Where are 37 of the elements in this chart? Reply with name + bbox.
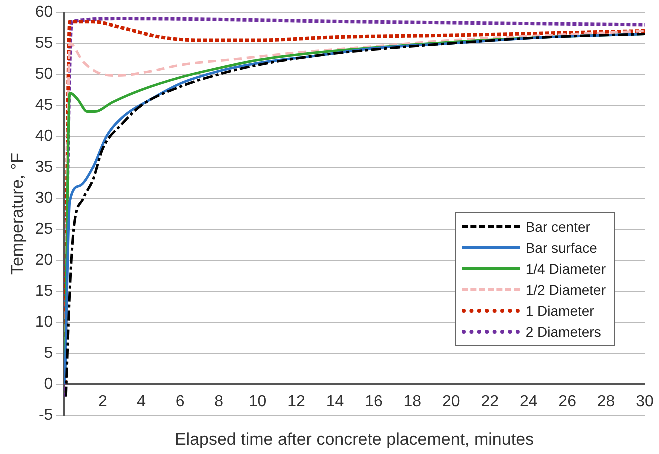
y-tick-label: 15 (35, 282, 54, 300)
y-tick-label: 10 (35, 314, 54, 331)
y-tick-label: 30 (35, 190, 54, 207)
legend-label: Bar surface (526, 240, 598, 256)
y-tick-label: 5 (44, 344, 54, 362)
x-tick-label: 26 (558, 393, 577, 410)
y-tick-label: 25 (35, 220, 54, 238)
x-tick-label: 30 (636, 393, 654, 410)
y-tick-label: 45 (35, 96, 54, 114)
x-tick-label: 22 (481, 393, 500, 410)
x-tick-label: 28 (597, 393, 616, 410)
x-tick-label: 18 (404, 393, 422, 410)
legend-label: Bar center (526, 218, 590, 234)
y-tick-label: 60 (35, 4, 54, 22)
y-tick-label: 40 (35, 128, 54, 145)
x-tick-label: 12 (288, 393, 306, 410)
legend-label: 2 Diameters (526, 324, 602, 340)
x-tick-label: 10 (248, 393, 267, 410)
x-tick-label: 24 (520, 393, 538, 410)
y-tick-label: 50 (35, 66, 54, 83)
x-tick-label: 4 (137, 393, 146, 410)
x-tick-label: 2 (98, 393, 108, 410)
x-axis-title: Elapsed time after concrete placement, minutes (174, 430, 536, 450)
y-tick-label: 55 (35, 34, 54, 52)
y-axis-title: Temperature, °F (8, 152, 27, 276)
y-tick-label: 35 (35, 158, 54, 176)
x-tick-label: 14 (326, 393, 344, 410)
x-tick-label: 20 (442, 393, 460, 410)
legend-label: 1/4 Diameter (526, 260, 606, 276)
y-tick-label: 20 (35, 252, 54, 269)
x-tick-label: 6 (176, 393, 185, 410)
legend-label: 1 Diameter (526, 302, 594, 318)
x-tick-label: 8 (214, 393, 224, 410)
y-tick-label: 0 (44, 376, 54, 393)
legend-label: 1/2 Diameter (526, 282, 606, 298)
y-tick-label: -5 (38, 406, 54, 424)
x-tick-label: 16 (365, 393, 383, 410)
